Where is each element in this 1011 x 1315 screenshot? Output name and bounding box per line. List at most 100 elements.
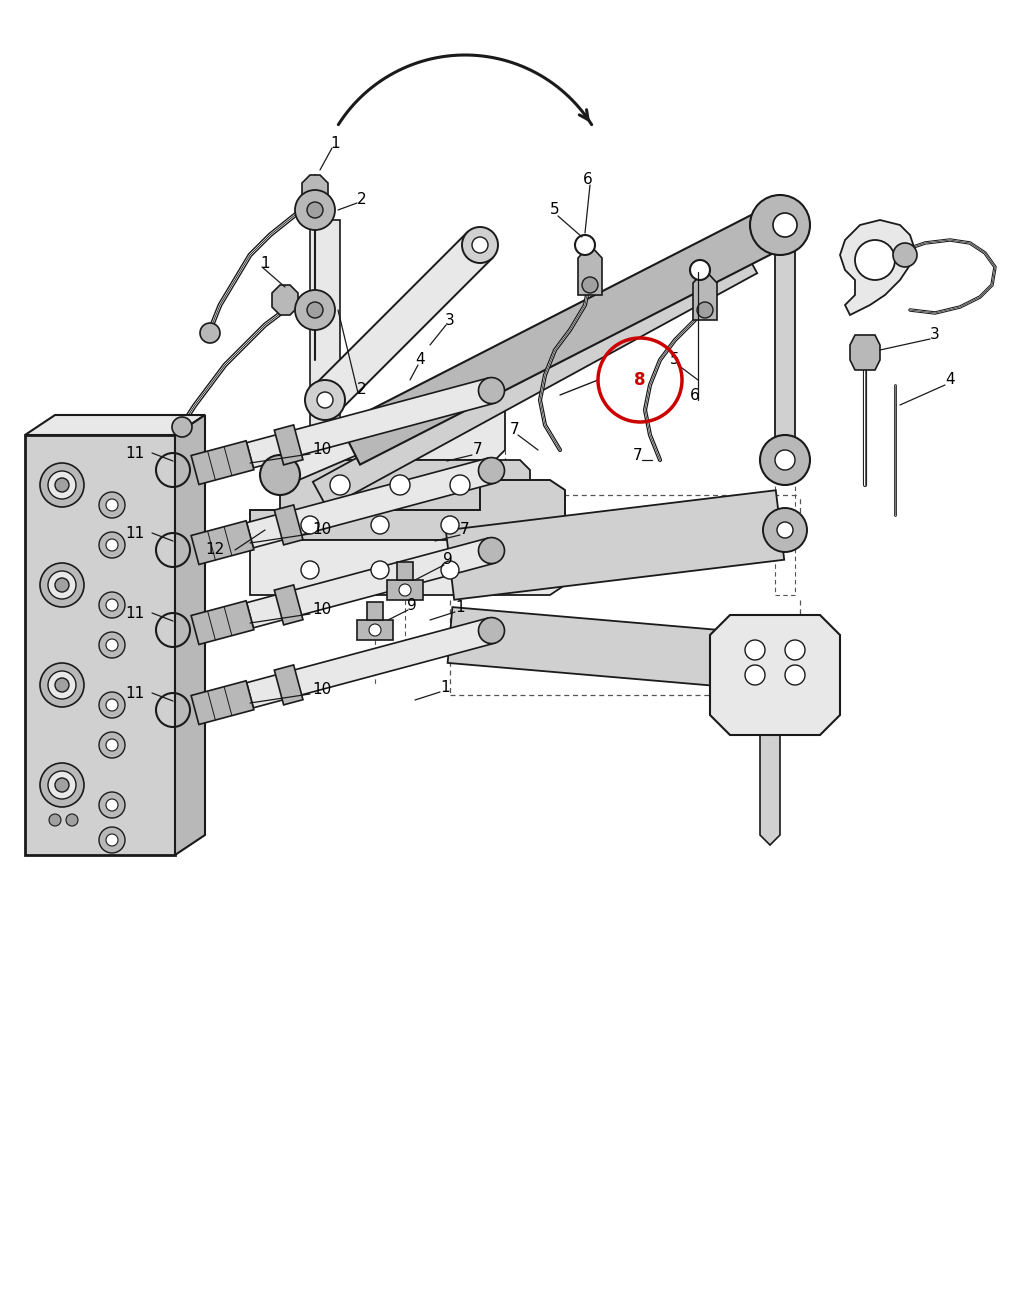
Circle shape: [305, 380, 345, 419]
Text: 1: 1: [455, 600, 465, 614]
Text: 10: 10: [312, 443, 332, 458]
Circle shape: [462, 227, 498, 263]
Polygon shape: [693, 270, 717, 320]
Circle shape: [441, 515, 459, 534]
Text: 11: 11: [125, 446, 145, 460]
Polygon shape: [302, 175, 328, 205]
Polygon shape: [191, 521, 254, 564]
Circle shape: [106, 639, 118, 651]
Polygon shape: [274, 505, 303, 544]
Circle shape: [295, 189, 335, 230]
Circle shape: [371, 515, 389, 534]
Circle shape: [399, 584, 411, 596]
Circle shape: [472, 237, 488, 252]
Polygon shape: [175, 416, 205, 855]
Circle shape: [40, 463, 84, 508]
Circle shape: [106, 498, 118, 512]
Polygon shape: [247, 538, 494, 627]
Circle shape: [99, 533, 125, 558]
Bar: [25, 435, 175, 855]
Circle shape: [106, 539, 118, 551]
Circle shape: [760, 435, 810, 485]
Text: 2: 2: [357, 192, 367, 208]
Text: 5: 5: [550, 203, 560, 217]
Text: 1: 1: [440, 680, 450, 694]
Polygon shape: [367, 602, 383, 619]
Circle shape: [478, 538, 504, 564]
Circle shape: [478, 618, 504, 643]
Polygon shape: [272, 285, 298, 316]
Circle shape: [773, 213, 797, 237]
Polygon shape: [191, 441, 254, 484]
Circle shape: [55, 477, 69, 492]
Circle shape: [745, 665, 765, 685]
Polygon shape: [191, 681, 254, 725]
Circle shape: [307, 203, 323, 218]
Text: 1: 1: [260, 255, 270, 271]
Polygon shape: [840, 220, 915, 316]
Circle shape: [106, 834, 118, 846]
Polygon shape: [250, 480, 565, 540]
Polygon shape: [312, 233, 492, 413]
Polygon shape: [280, 460, 530, 515]
Polygon shape: [312, 247, 757, 508]
Circle shape: [99, 792, 125, 818]
Polygon shape: [310, 220, 340, 430]
Circle shape: [99, 732, 125, 757]
Polygon shape: [448, 608, 803, 693]
Circle shape: [763, 508, 807, 552]
Polygon shape: [446, 490, 785, 600]
Circle shape: [893, 243, 917, 267]
Polygon shape: [760, 735, 780, 846]
Polygon shape: [247, 618, 494, 707]
Text: 10: 10: [312, 682, 332, 697]
Circle shape: [441, 562, 459, 579]
Text: 3: 3: [930, 327, 940, 342]
Circle shape: [40, 563, 84, 608]
Circle shape: [99, 492, 125, 518]
Circle shape: [106, 600, 118, 611]
Circle shape: [99, 633, 125, 658]
Text: 8: 8: [634, 371, 646, 389]
Text: 11: 11: [125, 526, 145, 540]
Polygon shape: [710, 615, 840, 735]
Circle shape: [745, 640, 765, 660]
Text: 7: 7: [473, 443, 483, 458]
Text: 1: 1: [331, 135, 340, 150]
Circle shape: [48, 471, 76, 498]
Text: 7: 7: [460, 522, 470, 538]
Circle shape: [55, 579, 69, 592]
Circle shape: [390, 475, 410, 494]
Text: 7: 7: [633, 447, 643, 463]
Text: 9: 9: [443, 552, 453, 568]
Text: 12: 12: [205, 543, 224, 558]
Text: 2: 2: [357, 383, 367, 397]
Text: 7: 7: [511, 422, 520, 438]
Polygon shape: [397, 562, 413, 580]
Circle shape: [478, 458, 504, 484]
Polygon shape: [850, 335, 880, 370]
Polygon shape: [578, 245, 602, 295]
Polygon shape: [247, 377, 494, 468]
Text: 11: 11: [125, 685, 145, 701]
Circle shape: [777, 522, 793, 538]
Circle shape: [66, 814, 78, 826]
Circle shape: [775, 450, 795, 469]
Text: 5: 5: [670, 352, 679, 367]
Circle shape: [172, 417, 192, 437]
Text: 9: 9: [407, 597, 417, 613]
Circle shape: [450, 475, 470, 494]
Circle shape: [99, 592, 125, 618]
Circle shape: [40, 663, 84, 707]
Circle shape: [575, 235, 595, 255]
Circle shape: [106, 700, 118, 711]
Polygon shape: [280, 400, 506, 460]
Circle shape: [369, 625, 381, 636]
Text: 4: 4: [945, 372, 954, 388]
Circle shape: [317, 392, 333, 408]
Circle shape: [48, 671, 76, 700]
Circle shape: [106, 739, 118, 751]
Text: 6: 6: [583, 172, 592, 188]
Polygon shape: [274, 665, 303, 705]
Text: 3: 3: [445, 313, 455, 327]
